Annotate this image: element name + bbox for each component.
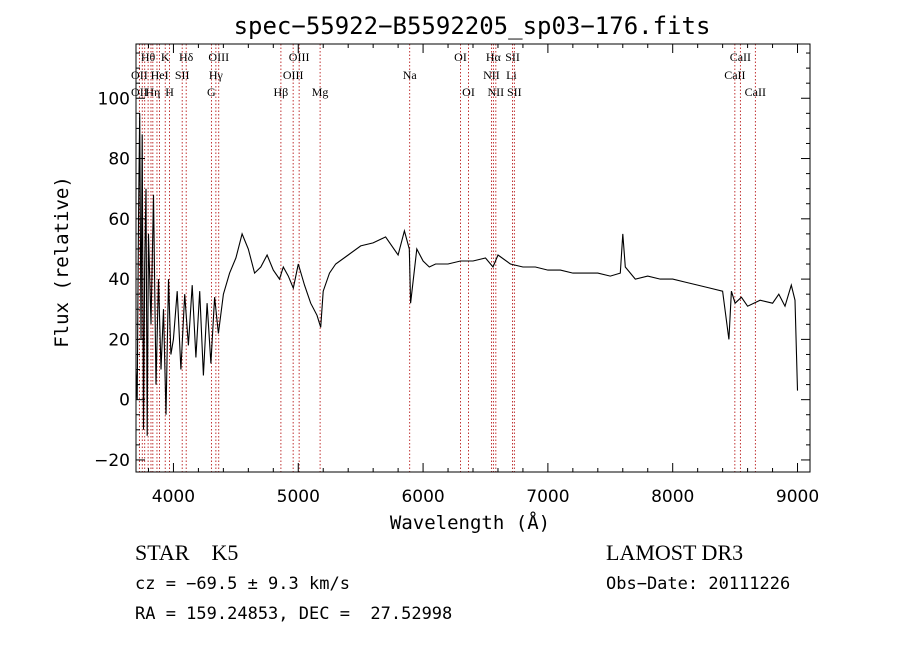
y-tick-label: 100 [98, 89, 130, 109]
line-label: OII [131, 68, 148, 82]
line-label: OIII [208, 50, 229, 64]
line-label: Hθ [141, 50, 156, 64]
x-tick-label: 8000 [651, 487, 694, 507]
spectrum-series-line [135, 113, 799, 436]
y-axis-ticks: −20 0 20 40 60 80 100 [94, 52, 810, 471]
y-tick-label: 40 [108, 270, 130, 290]
x-tick-label: 7000 [526, 487, 569, 507]
y-axis-label: Flux (relative) [51, 176, 73, 348]
line-label: OIII [289, 50, 310, 64]
line-label: H [165, 85, 174, 99]
y-tick-label: 60 [108, 210, 130, 230]
line-label: OI [462, 85, 475, 99]
ra-dec: RA = 159.24853, DEC = 27.52998 [135, 604, 452, 624]
line-label: CaII [724, 68, 745, 82]
x-axis-label: Wavelength (Å) [390, 511, 550, 534]
reference-lines [138, 44, 756, 472]
line-label: Li [506, 68, 517, 82]
line-label: Hγ [209, 68, 224, 82]
x-tick-label: 5000 [277, 487, 320, 507]
line-label: SII [507, 85, 522, 99]
line-label: SII [175, 68, 190, 82]
y-tick-label: 0 [119, 391, 130, 411]
y-tick-label: −20 [94, 451, 130, 471]
line-label: NII [483, 68, 500, 82]
line-label: Na [403, 68, 418, 82]
x-tick-label: 9000 [776, 487, 819, 507]
line-label: Hδ [179, 50, 194, 64]
line-label: CaII [730, 50, 751, 64]
plot-frame [135, 43, 811, 473]
y-tick-label: 80 [108, 150, 130, 170]
survey-name: LAMOST DR3 [606, 540, 743, 565]
object-class: STAR K5 [135, 540, 238, 565]
line-label: OI [454, 50, 467, 64]
line-label: OIII [283, 68, 304, 82]
y-tick-label: 20 [108, 330, 130, 350]
line-label: HeI [151, 68, 169, 82]
cz-value: cz = −69.5 ± 9.3 km/s [135, 574, 350, 594]
chart-title: spec−55922−B5592205_sp03−176.fits [234, 12, 711, 40]
line-label: Hβ [274, 85, 289, 99]
x-tick-label: 6000 [401, 487, 444, 507]
line-label: K [161, 50, 170, 64]
line-label: G [207, 85, 216, 99]
line-label: Hη [145, 85, 160, 99]
line-label: Mg [312, 85, 329, 99]
x-tick-label: 4000 [152, 487, 195, 507]
x-axis-ticks: 4000 5000 6000 7000 8000 9000 [147, 44, 819, 507]
line-label: SII [505, 50, 520, 64]
line-label: CaII [745, 85, 766, 99]
line-label: Hα [486, 50, 502, 64]
obs-date: Obs−Date: 20111226 [606, 574, 790, 594]
line-label: NII [488, 85, 505, 99]
line-label: OII [131, 85, 148, 99]
